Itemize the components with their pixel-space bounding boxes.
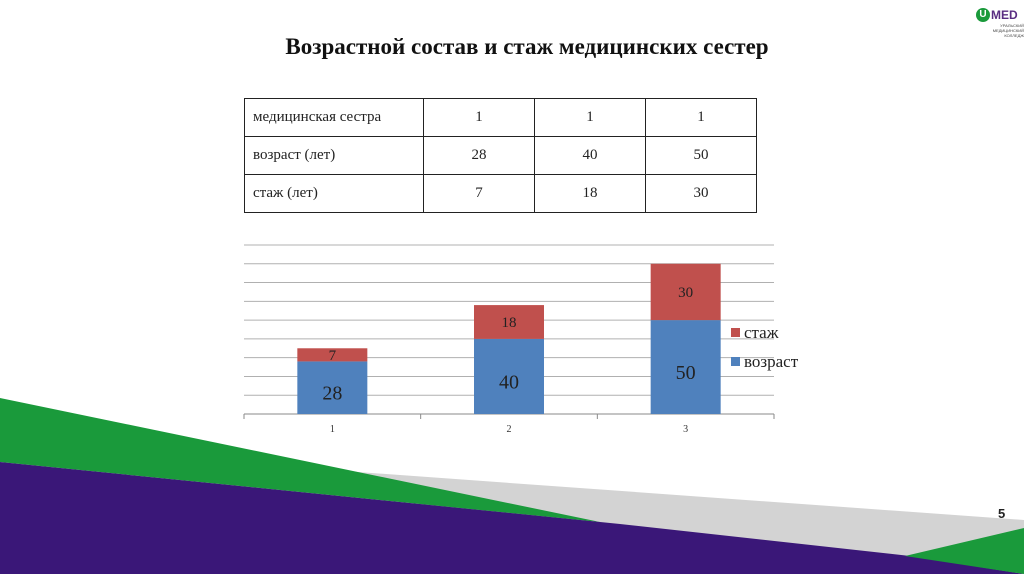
- data-label: 18: [502, 315, 517, 331]
- legend-label: стаж: [744, 323, 779, 342]
- page-number: 5: [998, 506, 1006, 521]
- data-label: 7: [329, 348, 337, 364]
- table-row: стаж (лет) 7 18 30: [244, 174, 757, 213]
- table-cell: 1: [645, 98, 757, 137]
- table-row: медицинская сестра 1 1 1: [244, 98, 757, 137]
- legend-swatch: [731, 328, 740, 337]
- data-label: 50: [676, 362, 696, 384]
- college-logo: U MED УРАЛЬСКИЙ МЕДИЦИНСКИЙ КОЛЛЕДЖ: [976, 6, 1024, 42]
- x-tick-label: 1: [330, 424, 335, 435]
- bar-age: [474, 338, 544, 414]
- bar-age: [297, 361, 368, 414]
- green-band-left: [0, 398, 600, 522]
- gray-band: [330, 470, 1024, 574]
- bar-experience: [474, 305, 544, 339]
- data-label: 30: [678, 285, 693, 301]
- table-cell: 30: [645, 174, 757, 213]
- table-cell: 7: [423, 174, 535, 213]
- green-band-right: [905, 528, 1024, 574]
- x-tick-label: 2: [507, 424, 512, 435]
- table-cell: 50: [645, 136, 757, 175]
- data-label: 40: [499, 371, 519, 393]
- logo-subtitle: УРАЛЬСКИЙ МЕДИЦИНСКИЙ КОЛЛЕДЖ: [992, 23, 1024, 38]
- row-label: возраст (лет): [244, 136, 424, 175]
- bar-experience: [297, 348, 368, 362]
- slide-title: Возрастной состав и стаж медицинских сес…: [285, 34, 769, 59]
- legend-label: возраст: [744, 352, 799, 371]
- table-cell: 1: [534, 98, 646, 137]
- bar-experience: [650, 263, 721, 321]
- logo-mark-icon: U: [976, 8, 990, 22]
- legend-swatch: [731, 357, 740, 366]
- logo-name: MED: [991, 8, 1018, 22]
- x-tick-label: 3: [683, 424, 688, 435]
- purple-band: [0, 462, 1024, 574]
- table-cell: 18: [534, 174, 646, 213]
- bar-age: [650, 320, 721, 414]
- table-cell: 1: [423, 98, 535, 137]
- data-table: медицинская сестра 1 1 1 возраст (лет) 2…: [244, 98, 757, 213]
- data-label: 28: [322, 383, 342, 405]
- row-label: стаж (лет): [244, 174, 424, 213]
